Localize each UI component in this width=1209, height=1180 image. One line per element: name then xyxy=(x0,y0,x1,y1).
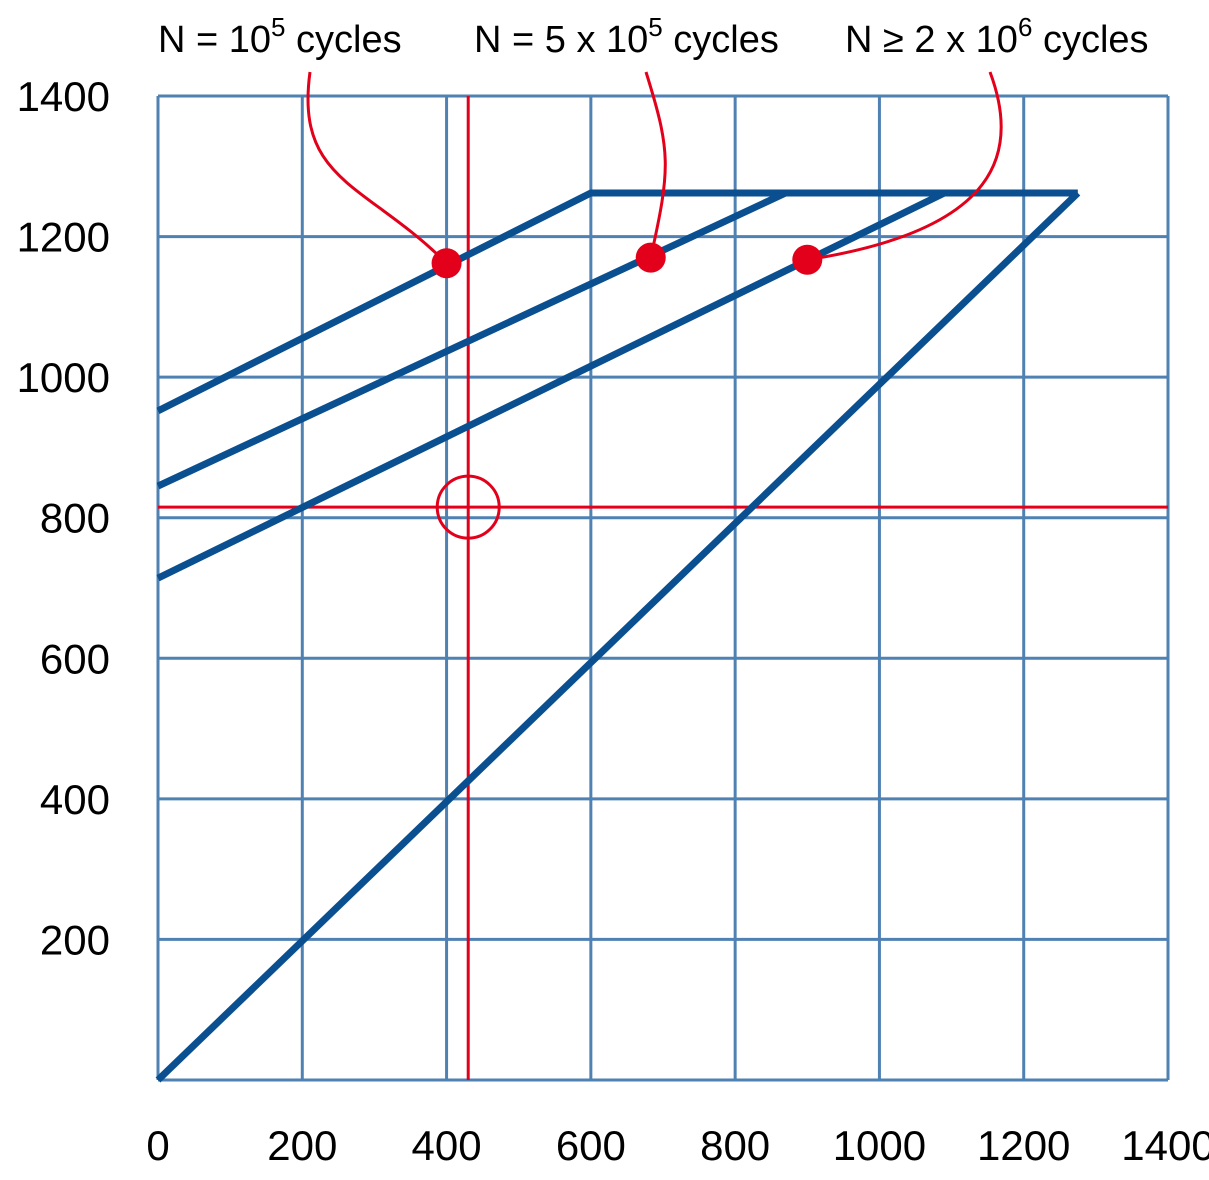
y-tick-labels: 200 400 600 800 1000 1200 1400 xyxy=(17,73,110,963)
x-tick-label-2: 400 xyxy=(412,1122,482,1169)
series-line-0 xyxy=(156,189,1078,415)
y-tick-label-1: 400 xyxy=(40,776,110,823)
annotations: N = 105 cycles N = 5 x 105 cycles N ≥ 2 … xyxy=(158,12,1149,279)
annotation-point-0 xyxy=(431,248,462,279)
series-lines xyxy=(155,189,1081,1083)
annotation-label-1: N = 5 x 105 cycles xyxy=(474,12,779,61)
x-tick-label-5: 1000 xyxy=(833,1122,926,1169)
y-tick-label-5: 1200 xyxy=(17,214,110,261)
y-tick-label-2: 600 xyxy=(40,635,110,682)
grid xyxy=(156,94,1170,1082)
annotation-label-2: N ≥ 2 x 106 cycles xyxy=(845,12,1149,61)
annotation-leader-1 xyxy=(644,71,667,258)
annotation-leader-2 xyxy=(807,71,1003,262)
x-tick-labels: 0 200 400 600 800 1000 1200 1400 xyxy=(146,1122,1209,1169)
x-tick-label-7: 1400 xyxy=(1121,1122,1209,1169)
reference-lines xyxy=(158,96,1168,1080)
x-tick-label-1: 200 xyxy=(267,1122,337,1169)
y-tick-label-6: 1400 xyxy=(17,73,110,120)
x-tick-label-3: 600 xyxy=(556,1122,626,1169)
x-tick-label-0: 0 xyxy=(146,1122,169,1169)
annotation-leader-0 xyxy=(306,71,448,265)
annotation-point-1 xyxy=(635,242,666,273)
series-line-2 xyxy=(156,189,946,582)
annotation-label-0: N = 105 cycles xyxy=(158,12,402,61)
y-tick-label-3: 800 xyxy=(40,495,110,542)
y-tick-label-4: 1000 xyxy=(17,354,110,401)
x-tick-label-4: 800 xyxy=(700,1122,770,1169)
series-line-3 xyxy=(155,190,1081,1083)
x-tick-label-6: 1200 xyxy=(977,1122,1070,1169)
series-line-1 xyxy=(156,189,788,490)
reference-circle xyxy=(435,474,501,540)
y-tick-label-0: 200 xyxy=(40,916,110,963)
annotation-point-2 xyxy=(792,244,823,275)
